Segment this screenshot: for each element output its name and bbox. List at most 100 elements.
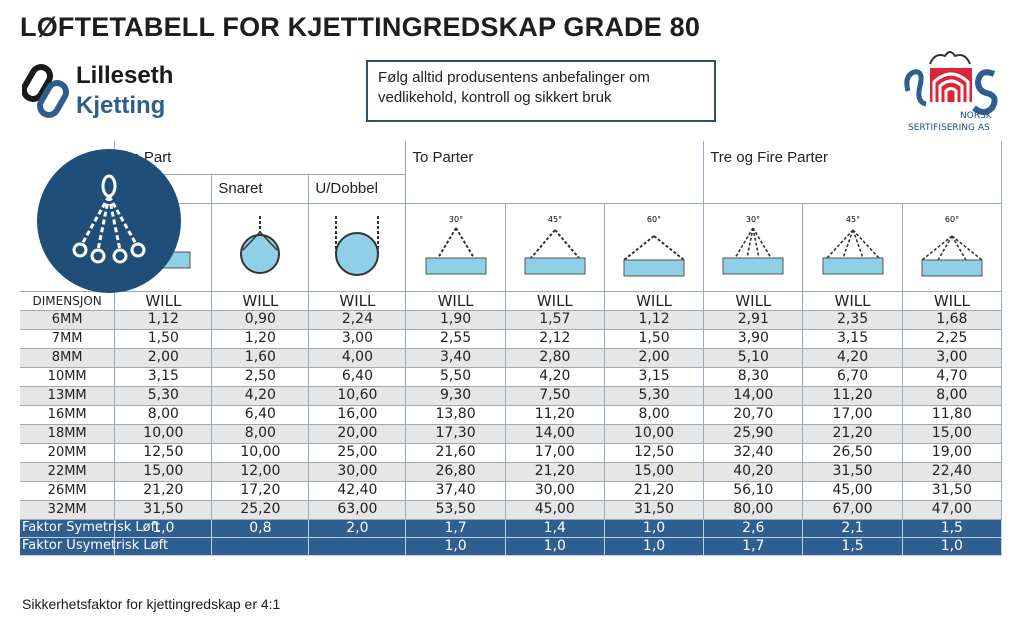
- table-row: 10MM 3,15 2,50 6,40 5,50 4,20 3,15 8,30 6,70 4,70: [20, 367, 1003, 387]
- table-row: 18MM 10,00 8,00 20,00 17,30 14,00 10,00 25,90 21…: [20, 424, 1003, 444]
- dimension-cell: 20MM: [20, 443, 116, 463]
- factor-value-cell: 1,4: [505, 519, 605, 538]
- will-value-cell: 5,10: [703, 348, 804, 368]
- will-value-cell: 21,60: [405, 443, 506, 463]
- will-value-cell: 26,50: [802, 443, 903, 463]
- will-value-cell: 1,60: [211, 348, 310, 368]
- will-value-cell: 22,40: [902, 462, 1003, 482]
- will-value-cell: 1,50: [604, 329, 705, 349]
- will-value-cell: 4,70: [902, 367, 1003, 387]
- will-value-cell: 21,20: [505, 462, 605, 482]
- table-row: 16MM 8,00 6,40 16,00 13,80 11,20 8,00 20,70 17,0…: [20, 405, 1003, 425]
- four-leg-45-icon: 45°: [802, 203, 903, 292]
- dimension-cell: 7MM: [20, 329, 116, 349]
- will-value-cell: 1,20: [211, 329, 310, 349]
- snaret-sling-icon: [211, 203, 310, 292]
- will-value-cell: 16,00: [308, 405, 407, 425]
- factor-value-cell: 1,0: [604, 519, 705, 538]
- will-value-cell: 5,30: [604, 386, 705, 406]
- will-value-cell: 3,00: [902, 348, 1003, 368]
- will-value-cell: 37,40: [405, 481, 506, 501]
- cert-line2: SERTIFISERING AS: [908, 123, 990, 133]
- two-leg-60-icon: 60°: [604, 203, 705, 292]
- will-value-cell: 6,40: [211, 405, 310, 425]
- will-value-cell: 15,00: [902, 424, 1003, 444]
- factor-value-cell: 1,0: [405, 537, 506, 556]
- factor-value-cell: [308, 537, 407, 556]
- will-value-cell: 8,00: [604, 405, 705, 425]
- will-value-cell: 31,50: [114, 500, 213, 520]
- factor-row: Faktor Symetrisk Løft 1,0 0,8 2,0 1,7 1,4 1,0 2…: [20, 519, 1003, 538]
- group-tre-og-fire-parter: Tre og Fire Parter: [703, 141, 1002, 204]
- will-value-cell: 10,00: [114, 424, 213, 444]
- will-value-cell: 2,55: [405, 329, 506, 349]
- will-value-cell: 15,00: [114, 462, 213, 482]
- will-value-cell: 1,12: [604, 310, 705, 330]
- dimension-cell: 6MM: [20, 310, 116, 330]
- will-value-cell: 31,50: [902, 481, 1003, 501]
- will-value-cell: 2,50: [211, 367, 310, 387]
- will-value-cell: 13,80: [405, 405, 506, 425]
- factor-value-cell: 2,1: [802, 519, 903, 538]
- dimension-cell: 10MM: [20, 367, 116, 387]
- dimension-cell: 22MM: [20, 462, 116, 482]
- dimension-cell: 18MM: [20, 424, 116, 444]
- will-value-cell: 6,40: [308, 367, 407, 387]
- svg-text:30°: 30°: [746, 215, 760, 224]
- will-value-cell: 10,00: [604, 424, 705, 444]
- will-value-cell: 1,68: [902, 310, 1003, 330]
- will-value-cell: 8,00: [902, 386, 1003, 406]
- table-row: 13MM 5,30 4,20 10,60 9,30 7,50 5,30 14,00 11,20 8…: [20, 386, 1003, 406]
- brand-name-line1: Lilleseth: [76, 62, 174, 89]
- will-value-cell: 0,90: [211, 310, 310, 330]
- will-value-cell: 45,00: [802, 481, 903, 501]
- will-value-cell: 3,15: [802, 329, 903, 349]
- dimension-cell: 8MM: [20, 348, 116, 368]
- dimension-cell: 16MM: [20, 405, 116, 425]
- will-value-cell: 20,00: [308, 424, 407, 444]
- will-value-cell: 2,00: [114, 348, 213, 368]
- will-value-cell: 3,00: [308, 329, 407, 349]
- will-value-cell: 4,00: [308, 348, 407, 368]
- will-value-cell: 80,00: [703, 500, 804, 520]
- two-leg-30-icon: 30°: [405, 203, 506, 292]
- factor-value-cell: 1,5: [902, 519, 1003, 538]
- will-value-cell: 7,50: [505, 386, 605, 406]
- will-value-cell: 15,00: [604, 462, 705, 482]
- norsk-sertifisering-logo: NORSK SERTIFISERING AS: [904, 51, 998, 133]
- will-value-cell: 4,20: [802, 348, 903, 368]
- will-header: WILL: [211, 291, 310, 311]
- will-header: WILL: [114, 291, 213, 311]
- svg-text:60°: 60°: [945, 215, 959, 224]
- will-value-cell: 17,00: [802, 405, 903, 425]
- will-value-cell: 2,12: [505, 329, 605, 349]
- will-value-cell: 9,30: [405, 386, 506, 406]
- factor-row: Faktor Usymetrisk Løft 1,0 1,0 1,0 1,7 1,5 1,0: [20, 537, 1003, 556]
- will-value-cell: 1,57: [505, 310, 605, 330]
- will-value-cell: 1,12: [114, 310, 213, 330]
- svg-text:60°: 60°: [647, 215, 661, 224]
- will-value-cell: 20,70: [703, 405, 804, 425]
- dimension-header: DIMENSJON: [20, 291, 116, 311]
- factor-value-cell: 1,0: [505, 537, 605, 556]
- will-value-cell: 21,20: [604, 481, 705, 501]
- dimension-cell: 32MM: [20, 500, 116, 520]
- will-header: WILL: [802, 291, 903, 311]
- dimension-cell: 26MM: [20, 481, 116, 501]
- will-value-cell: 42,40: [308, 481, 407, 501]
- factor-value-cell: 1,0: [114, 519, 213, 538]
- brand-name-line2: Kjetting: [76, 92, 166, 119]
- will-value-cell: 45,00: [505, 500, 605, 520]
- will-value-cell: 25,00: [308, 443, 407, 463]
- table-row: 22MM 15,00 12,00 30,00 26,80 21,20 15,00 40,20 3…: [20, 462, 1003, 482]
- svg-text:45°: 45°: [548, 215, 562, 224]
- will-value-cell: 11,80: [902, 405, 1003, 425]
- will-value-cell: 40,20: [703, 462, 804, 482]
- will-value-cell: 30,00: [505, 481, 605, 501]
- factor-value-cell: 1,0: [902, 537, 1003, 556]
- table-row: 7MM 1,50 1,20 3,00 2,55 2,12 1,50 3,90 3,15 2,25: [20, 329, 1003, 349]
- page-title: LØFTETABELL FOR KJETTINGREDSKAP GRADE 80: [20, 12, 701, 42]
- chain-link-icon: [22, 64, 69, 118]
- will-value-cell: 21,20: [114, 481, 213, 501]
- lifting-table: En Part To Parter Tre og Fire Parter Ret…: [20, 141, 1003, 556]
